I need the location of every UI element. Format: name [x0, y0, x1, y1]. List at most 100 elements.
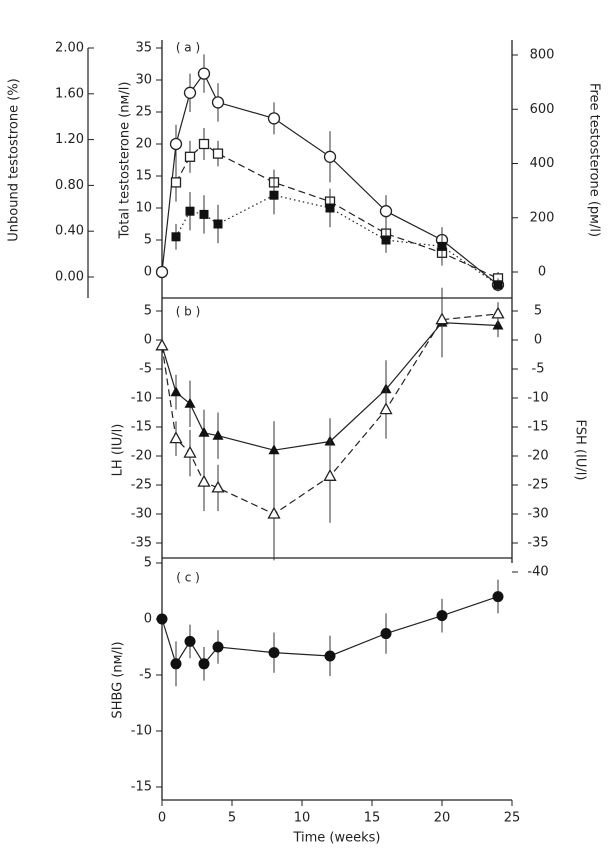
series-b1-point — [379, 402, 393, 415]
tick-label-x: 25 — [504, 811, 521, 826]
series-b0-point — [268, 444, 280, 455]
series-b1-point — [155, 338, 169, 351]
axis-label-unbound: Unbound testostrone (%) — [7, 78, 22, 242]
series-c0-point — [436, 610, 448, 622]
panel-label-b: ( b ) — [176, 305, 201, 319]
tick-label-lh: -30 — [131, 507, 152, 522]
series-a0-line — [161, 72, 499, 286]
series-a2-point — [199, 209, 209, 219]
series-c0-point — [324, 650, 336, 662]
series-a2-point — [171, 232, 181, 242]
tick-label-total: 5 — [144, 233, 152, 248]
tick-label-x: 10 — [294, 811, 311, 826]
series-b1-point — [267, 506, 281, 519]
tick-label-fsh: -20 — [527, 449, 548, 464]
axis-label-x: Time (weeks) — [292, 831, 380, 846]
series-c0-point — [156, 613, 168, 625]
axis-label-total: Total testosterone (nм/l) — [118, 82, 133, 240]
tick-label-lh: -25 — [131, 478, 152, 493]
tick-label-x: 0 — [158, 811, 166, 826]
series-a2-point — [269, 190, 279, 200]
series-c0-point — [268, 647, 280, 659]
tick-label-lh: -10 — [131, 391, 152, 406]
tick-label-free: 800 — [530, 48, 555, 63]
tick-label-lh: -35 — [131, 536, 152, 551]
tick-label-total: 10 — [135, 201, 152, 216]
panel-label-c: ( c ) — [176, 571, 200, 585]
tick-label-lh: 5 — [144, 304, 152, 319]
tick-label-fsh: -10 — [527, 391, 548, 406]
series-c0-point — [492, 591, 504, 603]
series-a1-point — [212, 148, 224, 159]
tick-label-total: 0 — [144, 265, 152, 280]
tick-label-unbound: 0.80 — [55, 178, 84, 193]
series-c0-point — [380, 628, 392, 640]
tick-label-lh: -20 — [131, 449, 152, 464]
tick-label-shbg: -15 — [131, 780, 152, 795]
tick-label-shbg: -10 — [131, 724, 152, 739]
axis-label-lh: LH (IU/l) — [111, 424, 126, 477]
series-c0-point — [198, 658, 210, 670]
series-b1-point — [211, 480, 225, 493]
series-a2-line — [175, 194, 499, 286]
tick-label-unbound: 1.60 — [55, 86, 84, 101]
panel-label-a: ( a ) — [176, 41, 200, 55]
tick-label-fsh: -30 — [527, 507, 548, 522]
tick-label-free: 600 — [530, 102, 555, 117]
tick-label-unbound: 0.00 — [55, 270, 84, 285]
series-a0-point — [267, 112, 281, 125]
series-a0-point — [183, 86, 197, 99]
series-a0-point — [211, 96, 225, 109]
series-a2-point — [493, 280, 503, 290]
series-b1-point — [491, 306, 505, 319]
series-c0-point — [184, 635, 196, 647]
series-c0-line — [161, 596, 499, 666]
series-b1-line — [161, 313, 499, 515]
series-a1-point — [198, 138, 210, 150]
tick-label-free: 0 — [538, 265, 546, 280]
series-b1-point — [169, 431, 183, 444]
series-a0-point — [169, 137, 183, 151]
tick-label-x: 15 — [364, 811, 381, 826]
series-a2-point — [185, 206, 195, 216]
series-a0-point — [197, 67, 211, 80]
series-b1-point — [183, 445, 197, 458]
series-a0-point — [323, 150, 337, 163]
tick-label-total: 25 — [135, 105, 152, 120]
series-a2-point — [325, 203, 335, 213]
axis-label-shbg: SHBG (nм/l) — [111, 641, 126, 718]
tick-label-lh: 0 — [144, 333, 152, 348]
tick-label-unbound: 2.00 — [55, 41, 84, 56]
tick-label-x: 20 — [434, 811, 451, 826]
series-b0-point — [184, 397, 196, 408]
series-b0-point — [198, 426, 210, 437]
axis-label-fsh: FSH (IU/l) — [573, 420, 588, 481]
tick-label-lh: -15 — [131, 420, 152, 435]
series-b0-line — [161, 321, 499, 451]
series-b0-point — [170, 386, 182, 397]
tick-label-x: 5 — [228, 811, 236, 826]
tick-label-unbound: 1.20 — [55, 132, 84, 147]
series-a2-point — [437, 241, 447, 251]
tick-label-total: 30 — [135, 73, 152, 88]
series-a2-point — [381, 235, 391, 245]
series-a2-point — [213, 219, 223, 229]
tick-label-free: 200 — [530, 210, 555, 225]
tick-label-total: 20 — [135, 137, 152, 152]
tick-label-shbg: -5 — [139, 668, 152, 683]
series-a0-point — [155, 265, 169, 279]
series-a1-point — [170, 177, 182, 188]
tick-label-fsh: -25 — [527, 478, 548, 493]
series-b1-point — [435, 312, 449, 325]
tick-label-lh: -5 — [139, 362, 152, 377]
series-c0-point — [170, 658, 182, 670]
tick-label-free: 400 — [530, 156, 555, 171]
tick-label-fsh: -40 — [527, 565, 548, 580]
tick-label-fsh: -35 — [527, 536, 548, 551]
series-c0-point — [212, 641, 224, 653]
axis-label-free: Free testosterone (pм/l) — [587, 83, 602, 237]
tick-label-shbg: 0 — [144, 612, 152, 627]
series-a0-point — [379, 205, 393, 218]
tick-label-fsh: -15 — [527, 420, 548, 435]
